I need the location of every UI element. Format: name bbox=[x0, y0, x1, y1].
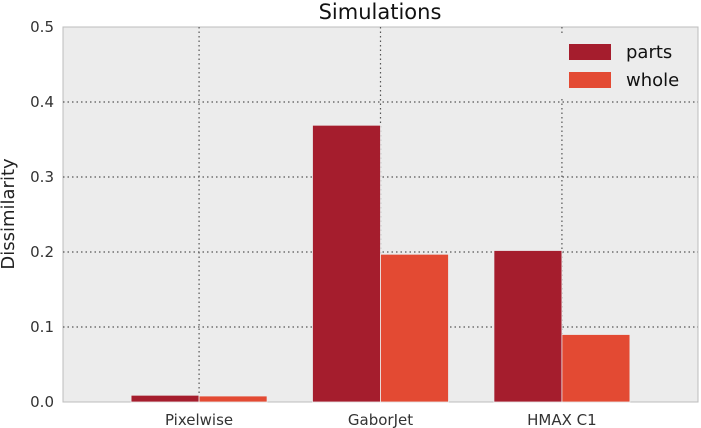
y-tick-label: 0.0 bbox=[30, 393, 54, 411]
y-tick-label: 0.3 bbox=[30, 168, 54, 186]
bar-whole-gaborjet bbox=[380, 253, 449, 403]
legend-swatch-parts bbox=[569, 44, 611, 60]
x-tick-label: HMAX C1 bbox=[527, 411, 597, 428]
x-axis-ticks: Pixelwise GaborJet HMAX C1 bbox=[165, 411, 597, 428]
legend: parts whole bbox=[559, 33, 695, 99]
y-tick-label: 0.5 bbox=[30, 18, 54, 36]
legend-label-parts: parts bbox=[626, 42, 672, 63]
legend-label-whole: whole bbox=[626, 70, 679, 91]
bar-whole-pixelwise bbox=[198, 395, 268, 403]
y-axis-ticks: 0.0 0.1 0.2 0.3 0.4 0.5 bbox=[30, 18, 54, 411]
bar-parts-gaborjet bbox=[312, 124, 381, 403]
y-axis-label: Dissimilarity bbox=[0, 158, 19, 270]
bar-parts-pixelwise bbox=[130, 394, 200, 403]
bar-parts-hmax-c1 bbox=[493, 250, 563, 403]
y-tick-label: 0.1 bbox=[30, 318, 54, 336]
chart-title: Simulations bbox=[319, 0, 442, 24]
bar-whole-hmax-c1 bbox=[561, 334, 631, 403]
x-tick-label: GaborJet bbox=[348, 411, 413, 428]
y-tick-label: 0.4 bbox=[30, 93, 54, 111]
y-tick-label: 0.2 bbox=[30, 243, 54, 261]
bars bbox=[130, 124, 631, 403]
legend-swatch-whole bbox=[569, 72, 611, 88]
x-tick-label: Pixelwise bbox=[165, 411, 233, 428]
